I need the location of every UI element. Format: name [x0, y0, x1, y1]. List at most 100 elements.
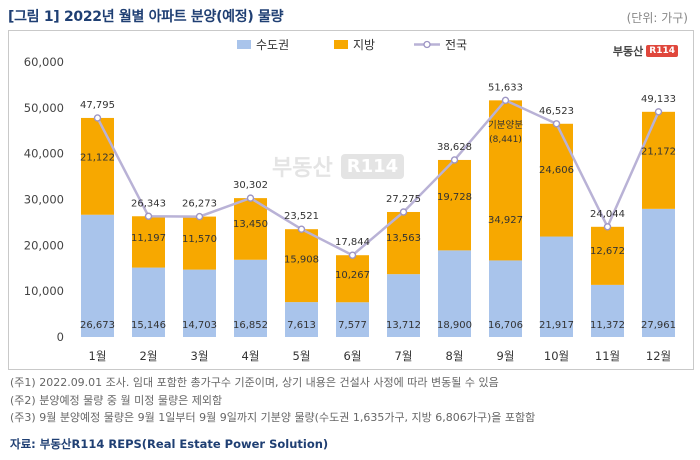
brand-logo-text: 부동산 — [612, 45, 644, 58]
data-label-capital: 11,372 — [590, 320, 625, 331]
data-label-region: 24,606 — [539, 165, 574, 176]
bar-capital — [132, 267, 165, 337]
data-label-total: 46,523 — [539, 106, 574, 117]
x-tick-label: 1월 — [89, 349, 107, 363]
annotation-value: (8,441) — [489, 135, 522, 145]
data-label-capital: 26,673 — [80, 320, 115, 331]
x-tick-label: 3월 — [191, 349, 209, 363]
data-label-total: 24,044 — [590, 209, 625, 220]
y-tick-label: 20,000 — [24, 238, 64, 252]
data-label-total: 51,633 — [488, 82, 523, 93]
notes: (주1) 2022.09.01 조사. 임대 포함한 총가구수 기준이며, 상기… — [10, 374, 535, 427]
y-tick-label: 40,000 — [24, 147, 64, 161]
data-label-total: 23,521 — [284, 211, 319, 222]
data-label-capital: 14,703 — [182, 320, 217, 331]
point-national — [246, 194, 255, 202]
x-tick-label: 10월 — [544, 349, 569, 363]
legend-label-region: 지방 — [353, 38, 375, 52]
data-label-capital: 7,577 — [338, 320, 367, 331]
point-national — [93, 114, 102, 122]
data-label-capital: 18,900 — [437, 320, 472, 331]
bar-capital — [285, 302, 318, 337]
legend-swatch-region — [334, 40, 348, 49]
data-label-region: 12,672 — [590, 246, 625, 257]
x-tick-label: 7월 — [395, 349, 413, 363]
bar-region — [489, 100, 522, 261]
point-national — [603, 223, 612, 231]
data-label-total: 17,844 — [335, 237, 370, 248]
data-label-capital: 7,613 — [287, 320, 316, 331]
bar-capital — [387, 274, 420, 337]
data-label-region: 21,122 — [80, 153, 115, 164]
legend-swatch-capital — [237, 40, 251, 49]
x-tick-label: 9월 — [497, 349, 515, 363]
bar-capital — [81, 214, 114, 337]
data-label-capital: 21,917 — [539, 320, 574, 331]
data-label-region: 34,927 — [488, 215, 523, 226]
data-label-capital: 13,712 — [386, 320, 421, 331]
note-1: (주1) 2022.09.01 조사. 임대 포함한 총가구수 기준이며, 상기… — [10, 376, 499, 389]
bar-region — [183, 216, 216, 270]
point-national — [501, 96, 510, 105]
x-tick-label: 6월 — [344, 349, 362, 363]
data-label-capital: 15,146 — [131, 320, 166, 331]
data-label-total: 47,795 — [80, 100, 115, 111]
point-national — [195, 212, 204, 221]
unit-label: (단위: 가구) — [626, 11, 688, 25]
x-tick-label: 8월 — [446, 349, 464, 363]
point-national — [297, 225, 306, 233]
bar-capital — [234, 259, 267, 337]
data-label-total: 26,273 — [182, 199, 217, 210]
annotation-label: 기분양분 — [488, 120, 523, 131]
bar-region — [285, 229, 318, 303]
data-label-total: 49,133 — [641, 94, 676, 105]
data-label-region: 10,267 — [335, 270, 370, 281]
data-label-region: 15,908 — [284, 254, 319, 265]
y-tick-label: 30,000 — [24, 193, 64, 207]
y-tick-label: 0 — [57, 330, 64, 344]
bar-region — [132, 216, 165, 268]
data-label-total: 26,343 — [131, 198, 166, 209]
bar-region — [540, 123, 573, 237]
line-national — [96, 98, 660, 257]
y-tick-label: 10,000 — [24, 284, 64, 298]
legend-marker-national — [423, 40, 431, 49]
bar-region — [81, 117, 114, 215]
legend-label-capital: 수도권 — [256, 38, 289, 52]
bar-capital — [591, 284, 624, 337]
bar-capital — [540, 236, 573, 337]
note-2: (주2) 분양예정 물량 중 월 미정 물량은 제외함 — [10, 393, 223, 407]
data-label-region: 21,172 — [641, 147, 676, 158]
bar-capital — [183, 269, 216, 337]
bar-region — [591, 226, 624, 285]
bar-region — [234, 198, 267, 260]
bar-region — [336, 255, 369, 303]
brand-logo-box: R114 — [646, 45, 678, 57]
point-national — [399, 208, 408, 216]
data-label-region: 19,728 — [437, 192, 472, 203]
data-label-total: 27,275 — [386, 194, 421, 205]
bar-capital — [438, 250, 471, 337]
y-tick-label: 60,000 — [24, 55, 64, 69]
x-tick-label: 12월 — [646, 349, 671, 363]
data-label-total: 30,302 — [233, 180, 268, 191]
x-tick-label: 4월 — [242, 349, 260, 363]
data-label-capital: 16,852 — [233, 320, 268, 331]
data-label-capital: 27,961 — [641, 320, 676, 331]
y-tick-label: 50,000 — [24, 101, 64, 115]
x-tick-label: 11월 — [595, 349, 620, 363]
legend-label-national: 전국 — [445, 38, 467, 52]
data-label-region: 13,563 — [386, 233, 421, 244]
data-label-capital: 16,706 — [488, 320, 523, 331]
data-label-total: 38,628 — [437, 142, 472, 153]
x-tick-label: 2월 — [140, 349, 158, 363]
bar-region — [642, 111, 675, 209]
bar-capital — [642, 208, 675, 337]
chart-svg: 0 10,000 20,000 30,000 40,000 50,000 60,000 26,… — [24, 38, 676, 363]
point-national — [654, 108, 663, 116]
point-national — [144, 212, 153, 220]
point-national — [552, 120, 561, 128]
data-label-region: 13,450 — [233, 219, 268, 230]
brand-logo: 부동산 R114 — [613, 43, 678, 59]
